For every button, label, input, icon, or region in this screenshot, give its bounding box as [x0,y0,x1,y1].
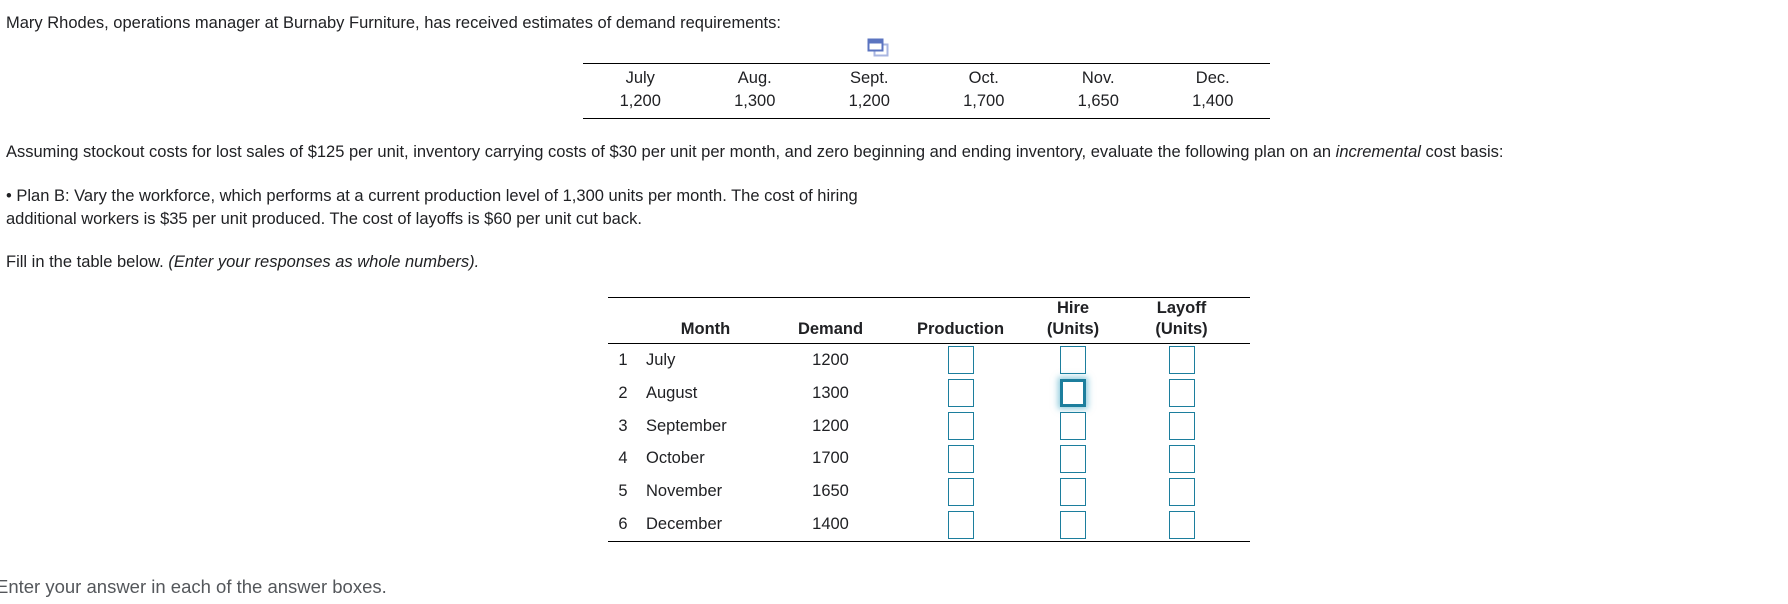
plan-b-line2: additional workers is $35 per unit produ… [6,209,642,228]
answer-table: Month Demand Production Hire (Units) Lay… [608,297,1250,543]
demand-col-july: July 1,200 [583,67,698,113]
demand-value: 1,300 [734,92,776,110]
row-number: 3 [618,416,628,435]
input-hire-row3[interactable] [1060,412,1086,441]
input-layoff-row4[interactable] [1168,444,1195,473]
row-demand: 1650 [812,482,849,501]
answer-boxes-note: Enter your answer in each of the answer … [0,576,387,597]
demand-col-aug: Aug. 1,300 [698,67,813,113]
header-hire-top: Hire [1056,299,1090,317]
demand-col-oct: Oct. 1,700 [927,67,1042,113]
table-row: 4 October 1700 [608,443,1250,476]
row-month: August [646,383,698,402]
header-layoff-top: Layoff [1156,299,1207,317]
input-production-row1[interactable] [947,346,974,375]
row-demand: 1300 [812,383,849,402]
input-hire-row1[interactable] [1060,346,1086,375]
copy-icon[interactable] [866,36,890,60]
demand-col-sept: Sept. 1,200 [812,67,927,113]
assumption-before: Assuming stockout costs for lost sales o… [6,143,1336,161]
month-label: Dec. [1195,69,1230,87]
input-layoff-row6[interactable] [1168,510,1195,539]
plan-b-line1: • Plan B: Vary the workforce, which perf… [6,187,858,205]
demand-value: 1,400 [1192,92,1234,110]
input-layoff-row2[interactable] [1168,379,1195,408]
demand-table-grid: July 1,200 Aug. 1,300 Sept. 1,200 Oct. 1… [583,63,1270,119]
input-layoff-row1[interactable] [1168,346,1195,375]
row-month: November [646,482,723,501]
table-row: 5 November 1650 [608,475,1250,508]
row-number: 1 [618,350,628,369]
input-production-row2[interactable] [947,379,974,408]
plan-b-text: • Plan B: Vary the workforce, which perf… [6,185,858,230]
fill-instruction-normal: Fill in the table below. [6,253,169,271]
row-demand: 1400 [812,515,849,534]
table-row: 2 August 1300 [608,377,1250,410]
assumption-text: Assuming stockout costs for lost sales o… [6,142,1504,163]
demand-col-dec: Dec. 1,400 [1156,67,1271,113]
row-month: July [646,350,676,369]
input-hire-row4[interactable] [1060,444,1086,473]
row-demand: 1700 [812,449,849,468]
row-number: 2 [618,383,628,402]
answer-table-header: Month Demand Production Hire (Units) Lay… [608,297,1250,344]
month-label: Sept. [849,69,889,87]
copy-icon-glyph [867,38,889,57]
input-hire-row2[interactable] [1060,379,1086,408]
month-label: Nov. [1081,69,1115,87]
header-month: Month [680,320,731,338]
row-month: December [646,515,723,534]
row-number: 5 [618,482,628,501]
demand-value: 1,650 [1077,92,1119,110]
input-production-row6[interactable] [947,510,974,539]
input-production-row3[interactable] [947,412,974,441]
demand-value: 1,700 [963,92,1005,110]
header-demand: Demand [797,320,864,338]
table-row: 3 September 1200 [608,410,1250,443]
row-demand: 1200 [812,350,849,369]
header-hire: Hire (Units) [1033,298,1113,340]
intro-text: Mary Rhodes, operations manager at Burna… [6,14,781,32]
input-production-row4[interactable] [947,444,974,473]
input-hire-row6[interactable] [1060,510,1086,539]
table-row: 6 December 1400 [608,508,1250,541]
month-label: Oct. [968,69,999,87]
row-month: October [646,449,705,468]
table-row: 1 July 1200 [608,344,1250,377]
header-layoff: Layoff (Units) [1113,298,1250,340]
demand-value: 1,200 [848,92,890,110]
demand-col-nov: Nov. 1,650 [1041,67,1156,113]
row-number: 6 [618,515,628,534]
month-label: July [625,69,655,87]
row-month: September [646,416,727,435]
input-layoff-row5[interactable] [1168,477,1195,506]
input-production-row5[interactable] [947,477,974,506]
answer-table-body: 1 July 1200 2 August 1300 3 September 12… [608,344,1250,543]
demand-value: 1,200 [619,92,661,110]
fill-instruction-italic: (Enter your responses as whole numbers). [168,253,480,271]
month-label: Aug. [737,69,772,87]
header-layoff-bottom: (Units) [1155,320,1208,338]
row-demand: 1200 [812,416,849,435]
row-number: 4 [618,449,628,468]
assumption-after: cost basis: [1420,143,1504,161]
fill-instruction: Fill in the table below. (Enter your res… [6,252,479,273]
input-hire-row5[interactable] [1060,477,1086,506]
assumption-italic: incremental [1335,143,1421,161]
header-hire-bottom: (Units) [1046,320,1100,338]
header-production: Production [916,320,1005,338]
input-layoff-row3[interactable] [1168,412,1195,441]
